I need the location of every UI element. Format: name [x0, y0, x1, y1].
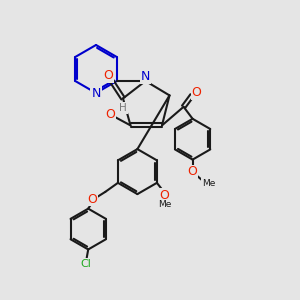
Text: H: H: [119, 103, 127, 113]
Text: O: O: [87, 193, 97, 206]
Text: O: O: [160, 189, 170, 202]
Text: O: O: [104, 69, 113, 82]
Text: Me: Me: [202, 179, 215, 188]
Text: O: O: [188, 165, 197, 178]
Text: O: O: [192, 86, 201, 100]
Text: N: N: [91, 87, 101, 100]
Text: Cl: Cl: [81, 259, 92, 269]
Text: Me: Me: [158, 200, 171, 209]
Text: O: O: [106, 107, 115, 121]
Text: N: N: [141, 70, 150, 83]
